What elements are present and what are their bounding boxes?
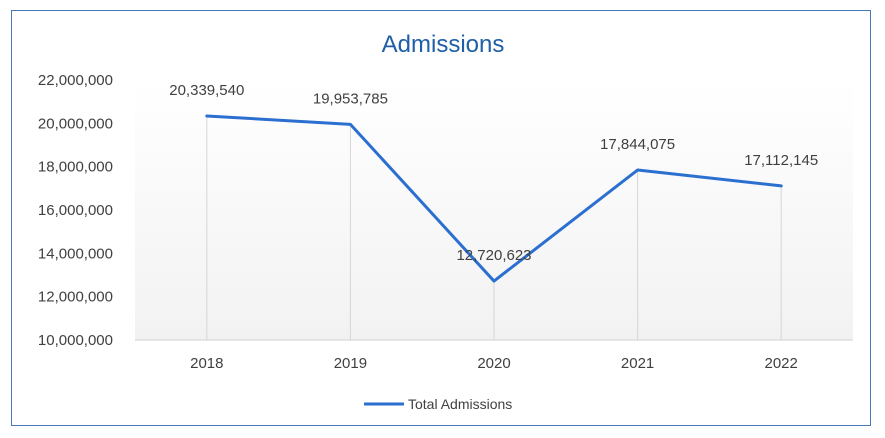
series-total-admissions — [205, 114, 783, 283]
x-tick-label: 2021 — [621, 355, 654, 372]
y-axis: 10,000,000 12,000,000 14,000,000 16,000,000… — [38, 72, 113, 349]
y-tick-label: 12,000,000 — [38, 289, 113, 306]
y-tick-label: 20,000,000 — [38, 115, 113, 132]
data-label: 19,953,785 — [313, 90, 388, 107]
x-tick-label: 2018 — [190, 355, 223, 372]
y-tick-label: 16,000,000 — [38, 202, 113, 219]
data-label: 20,339,540 — [169, 82, 244, 99]
y-tick-label: 18,000,000 — [38, 159, 113, 176]
legend: Total Admissions — [364, 396, 512, 412]
y-tick-label: 14,000,000 — [38, 245, 113, 262]
y-tick-label: 10,000,000 — [38, 332, 113, 349]
x-tick-label: 2019 — [334, 355, 367, 372]
data-label: 12,720,623 — [456, 247, 531, 264]
y-tick-label: 22,000,000 — [38, 72, 113, 89]
data-label: 17,844,075 — [600, 136, 675, 153]
data-label: 17,112,145 — [744, 152, 818, 169]
chart-title: Admissions — [382, 31, 505, 58]
x-tick-label: 2020 — [477, 355, 510, 372]
data-labels: 20,339,540 19,953,785 12,720,623 17,844,075… — [169, 82, 818, 264]
series-line — [205, 114, 783, 283]
x-tick-label: 2022 — [765, 355, 798, 372]
drop-lines — [206, 115, 782, 340]
legend-label: Total Admissions — [408, 396, 512, 412]
x-axis: 2018 2019 2020 2021 2022 — [190, 355, 798, 372]
